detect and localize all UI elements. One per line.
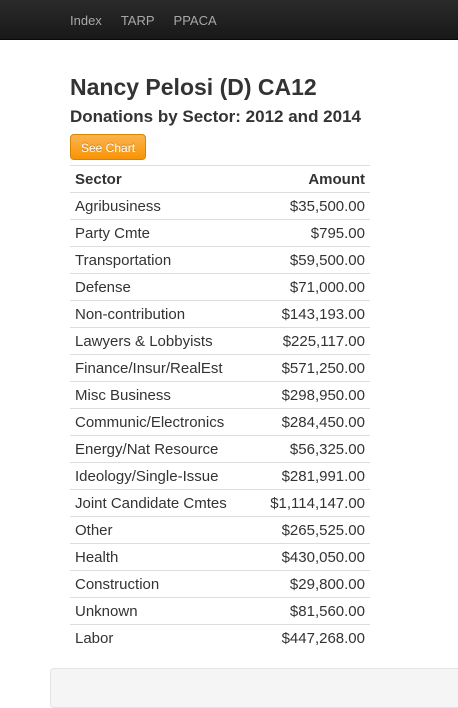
table-row: Ideology/Single-Issue $281,991.00	[70, 462, 370, 490]
amount-cell: $35,500.00	[252, 192, 370, 220]
sector-cell: Ideology/Single-Issue	[70, 462, 253, 490]
main-content: Nancy Pelosi (D) CA12 Donations by Secto…	[70, 72, 380, 651]
amount-cell: $284,450.00	[252, 408, 370, 436]
amount-column-header: Amount	[252, 165, 370, 193]
amount-cell: $225,117.00	[252, 327, 370, 355]
sector-cell: Other	[70, 516, 253, 544]
table-row: Lawyers & Lobbyists $225,117.00	[70, 327, 370, 355]
sector-cell: Lawyers & Lobbyists	[70, 327, 253, 355]
amount-cell: $447,268.00	[252, 624, 370, 651]
sector-column-header: Sector	[70, 165, 253, 193]
sector-cell: Communic/Electronics	[70, 408, 253, 436]
sector-cell: Agribusiness	[70, 192, 253, 220]
table-body: Agribusiness $35,500.00 Party Cmte $795.00 T…	[70, 192, 370, 651]
donations-table: Sector Amount Agribusiness $35,500.00 Part…	[70, 165, 370, 651]
table-row: Defense $71,000.00	[70, 273, 370, 301]
table-row: Other $265,525.00	[70, 516, 370, 544]
nav-link-index[interactable]: Index	[70, 12, 102, 28]
table-row: Misc Business $298,950.00	[70, 381, 370, 409]
table-row: Energy/Nat Resource $56,325.00	[70, 435, 370, 463]
sector-cell: Energy/Nat Resource	[70, 435, 253, 463]
footer-well	[50, 668, 458, 708]
amount-cell: $71,000.00	[252, 273, 370, 301]
amount-cell: $143,193.00	[252, 300, 370, 328]
table-row: Labor $447,268.00	[70, 624, 370, 651]
sector-cell: Unknown	[70, 597, 253, 625]
table-row: Transportation $59,500.00	[70, 246, 370, 274]
sector-cell: Labor	[70, 624, 253, 651]
sector-cell: Misc Business	[70, 381, 253, 409]
sector-cell: Health	[70, 543, 253, 571]
table-row: Party Cmte $795.00	[70, 219, 370, 247]
table-row: Finance/Insur/RealEst $571,250.00	[70, 354, 370, 382]
amount-cell: $795.00	[252, 219, 370, 247]
amount-cell: $281,991.00	[252, 462, 370, 490]
top-navbar: Index TARP PPACA	[0, 0, 458, 40]
sector-cell: Construction	[70, 570, 253, 598]
nav-link-tarp[interactable]: TARP	[120, 12, 155, 28]
amount-cell: $81,560.00	[252, 597, 370, 625]
page-title: Nancy Pelosi (D) CA12	[70, 74, 317, 100]
sector-cell: Defense	[70, 273, 253, 301]
see-chart-button[interactable]: See Chart	[70, 134, 147, 160]
amount-cell: $56,325.00	[252, 435, 370, 463]
sector-cell: Joint Candidate Cmtes	[70, 489, 253, 517]
sector-cell: Finance/Insur/RealEst	[70, 354, 253, 382]
nav-links: Index TARP PPACA	[70, 0, 236, 40]
amount-cell: $59,500.00	[252, 246, 370, 274]
amount-cell: $265,525.00	[252, 516, 370, 544]
table-row: Agribusiness $35,500.00	[70, 192, 370, 220]
table-row: Construction $29,800.00	[70, 570, 370, 598]
sector-cell: Non-contribution	[70, 300, 253, 328]
table-row: Non-contribution $143,193.00	[70, 300, 370, 328]
table-row: Communic/Electronics $284,450.00	[70, 408, 370, 436]
table-header-row: Sector Amount	[70, 165, 370, 193]
amount-cell: $29,800.00	[252, 570, 370, 598]
table-row: Joint Candidate Cmtes $1,114,147.00	[70, 489, 370, 517]
amount-cell: $1,114,147.00	[252, 489, 370, 517]
sector-cell: Party Cmte	[70, 219, 253, 247]
table-row: Unknown $81,560.00	[70, 597, 370, 625]
page-subtitle: Donations by Sector: 2012 and 2014	[70, 107, 361, 126]
table-row: Health $430,050.00	[70, 543, 370, 571]
nav-link-ppaca[interactable]: PPACA	[173, 12, 217, 28]
sector-cell: Transportation	[70, 246, 253, 274]
amount-cell: $298,950.00	[252, 381, 370, 409]
amount-cell: $430,050.00	[252, 543, 370, 571]
amount-cell: $571,250.00	[252, 354, 370, 382]
